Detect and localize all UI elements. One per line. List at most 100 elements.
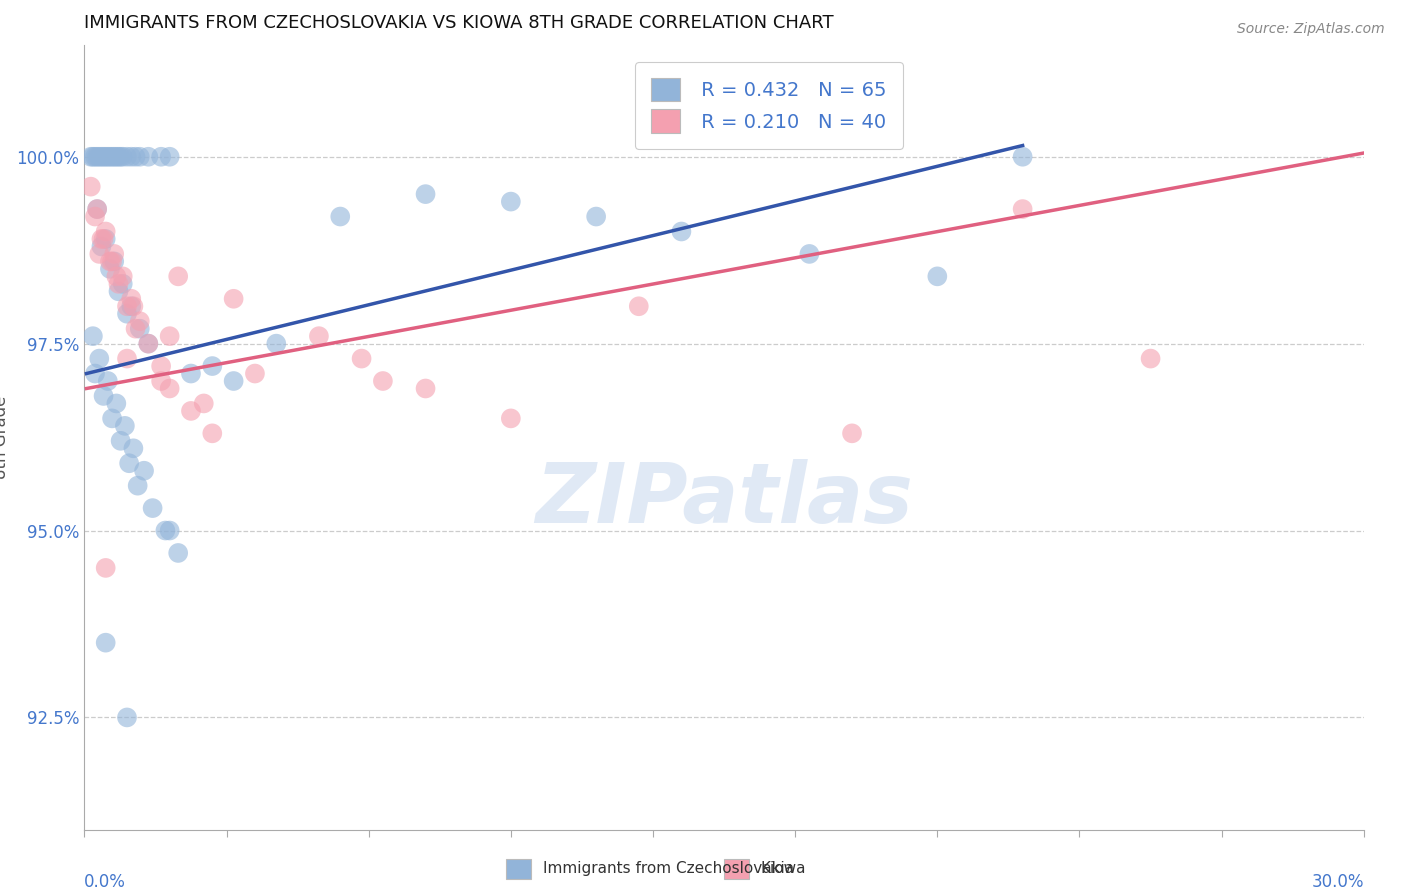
- Text: IMMIGRANTS FROM CZECHOSLOVAKIA VS KIOWA 8TH GRADE CORRELATION CHART: IMMIGRANTS FROM CZECHOSLOVAKIA VS KIOWA …: [84, 14, 834, 32]
- Point: [101, 150, 124, 164]
- Point: [585, 210, 607, 224]
- Text: 0.0%: 0.0%: [84, 872, 127, 891]
- Point: [101, 411, 124, 425]
- Point: [415, 382, 437, 396]
- Point: [222, 292, 245, 306]
- Point: [124, 150, 146, 164]
- Point: [105, 269, 128, 284]
- Point: [122, 442, 145, 456]
- Point: [329, 210, 352, 224]
- Legend:  R = 0.432   N = 65,  R = 0.210   N = 40: R = 0.432 N = 65, R = 0.210 N = 40: [636, 62, 903, 148]
- Point: [138, 336, 160, 351]
- Point: [98, 254, 121, 268]
- Point: [80, 150, 103, 164]
- Point: [107, 285, 129, 299]
- Point: [82, 150, 104, 164]
- Point: [90, 150, 112, 164]
- Point: [1011, 202, 1033, 216]
- Point: [98, 150, 121, 164]
- Point: [93, 232, 115, 246]
- Point: [89, 351, 111, 366]
- Point: [120, 292, 142, 306]
- Point: [415, 187, 437, 202]
- Point: [128, 321, 150, 335]
- Point: [159, 524, 181, 538]
- Point: [180, 404, 202, 418]
- Point: [84, 210, 107, 224]
- Point: [94, 561, 117, 575]
- Point: [86, 202, 108, 216]
- Point: [94, 225, 117, 239]
- Point: [118, 456, 141, 470]
- Point: [127, 478, 149, 492]
- Point: [115, 299, 138, 313]
- Text: ZIPatlas: ZIPatlas: [536, 459, 912, 541]
- Point: [128, 150, 150, 164]
- Point: [84, 367, 107, 381]
- Point: [110, 150, 132, 164]
- Point: [86, 202, 108, 216]
- Point: [122, 299, 145, 313]
- Point: [115, 150, 138, 164]
- Point: [105, 396, 128, 410]
- Point: [308, 329, 330, 343]
- Point: [180, 367, 202, 381]
- Point: [201, 359, 224, 373]
- Point: [499, 194, 522, 209]
- Point: [167, 546, 190, 560]
- Point: [264, 336, 288, 351]
- Point: [114, 418, 136, 433]
- Text: Kiowa: Kiowa: [761, 862, 806, 876]
- Point: [138, 150, 160, 164]
- Point: [89, 150, 111, 164]
- Point: [111, 269, 134, 284]
- Point: [243, 367, 266, 381]
- Point: [138, 336, 160, 351]
- Point: [201, 426, 224, 441]
- Point: [1011, 150, 1033, 164]
- Point: [107, 150, 129, 164]
- Point: [107, 277, 129, 291]
- Point: [111, 150, 134, 164]
- Point: [103, 247, 125, 261]
- Point: [371, 374, 394, 388]
- Point: [155, 524, 177, 538]
- Point: [222, 374, 245, 388]
- Point: [93, 150, 115, 164]
- Point: [150, 359, 173, 373]
- Point: [128, 314, 150, 328]
- Point: [124, 321, 146, 335]
- Point: [132, 464, 155, 478]
- Point: [115, 710, 138, 724]
- Point: [97, 150, 120, 164]
- Point: [142, 501, 165, 516]
- Text: Immigrants from Czechoslovakia: Immigrants from Czechoslovakia: [543, 862, 794, 876]
- Point: [93, 389, 115, 403]
- Point: [103, 150, 125, 164]
- Point: [94, 150, 117, 164]
- Point: [98, 261, 121, 276]
- Point: [110, 434, 132, 448]
- Point: [159, 150, 181, 164]
- Point: [159, 382, 181, 396]
- Point: [111, 277, 134, 291]
- Point: [499, 411, 522, 425]
- Point: [150, 150, 173, 164]
- Point: [84, 150, 107, 164]
- Point: [89, 247, 111, 261]
- Point: [1139, 351, 1161, 366]
- Point: [841, 426, 863, 441]
- Point: [120, 299, 142, 313]
- Point: [94, 635, 117, 649]
- Point: [799, 247, 821, 261]
- Point: [105, 150, 128, 164]
- Point: [167, 269, 190, 284]
- Point: [627, 299, 650, 313]
- Point: [115, 351, 138, 366]
- Point: [94, 232, 117, 246]
- Point: [120, 150, 142, 164]
- Point: [80, 179, 103, 194]
- Point: [159, 329, 181, 343]
- Point: [82, 329, 104, 343]
- Point: [193, 396, 215, 410]
